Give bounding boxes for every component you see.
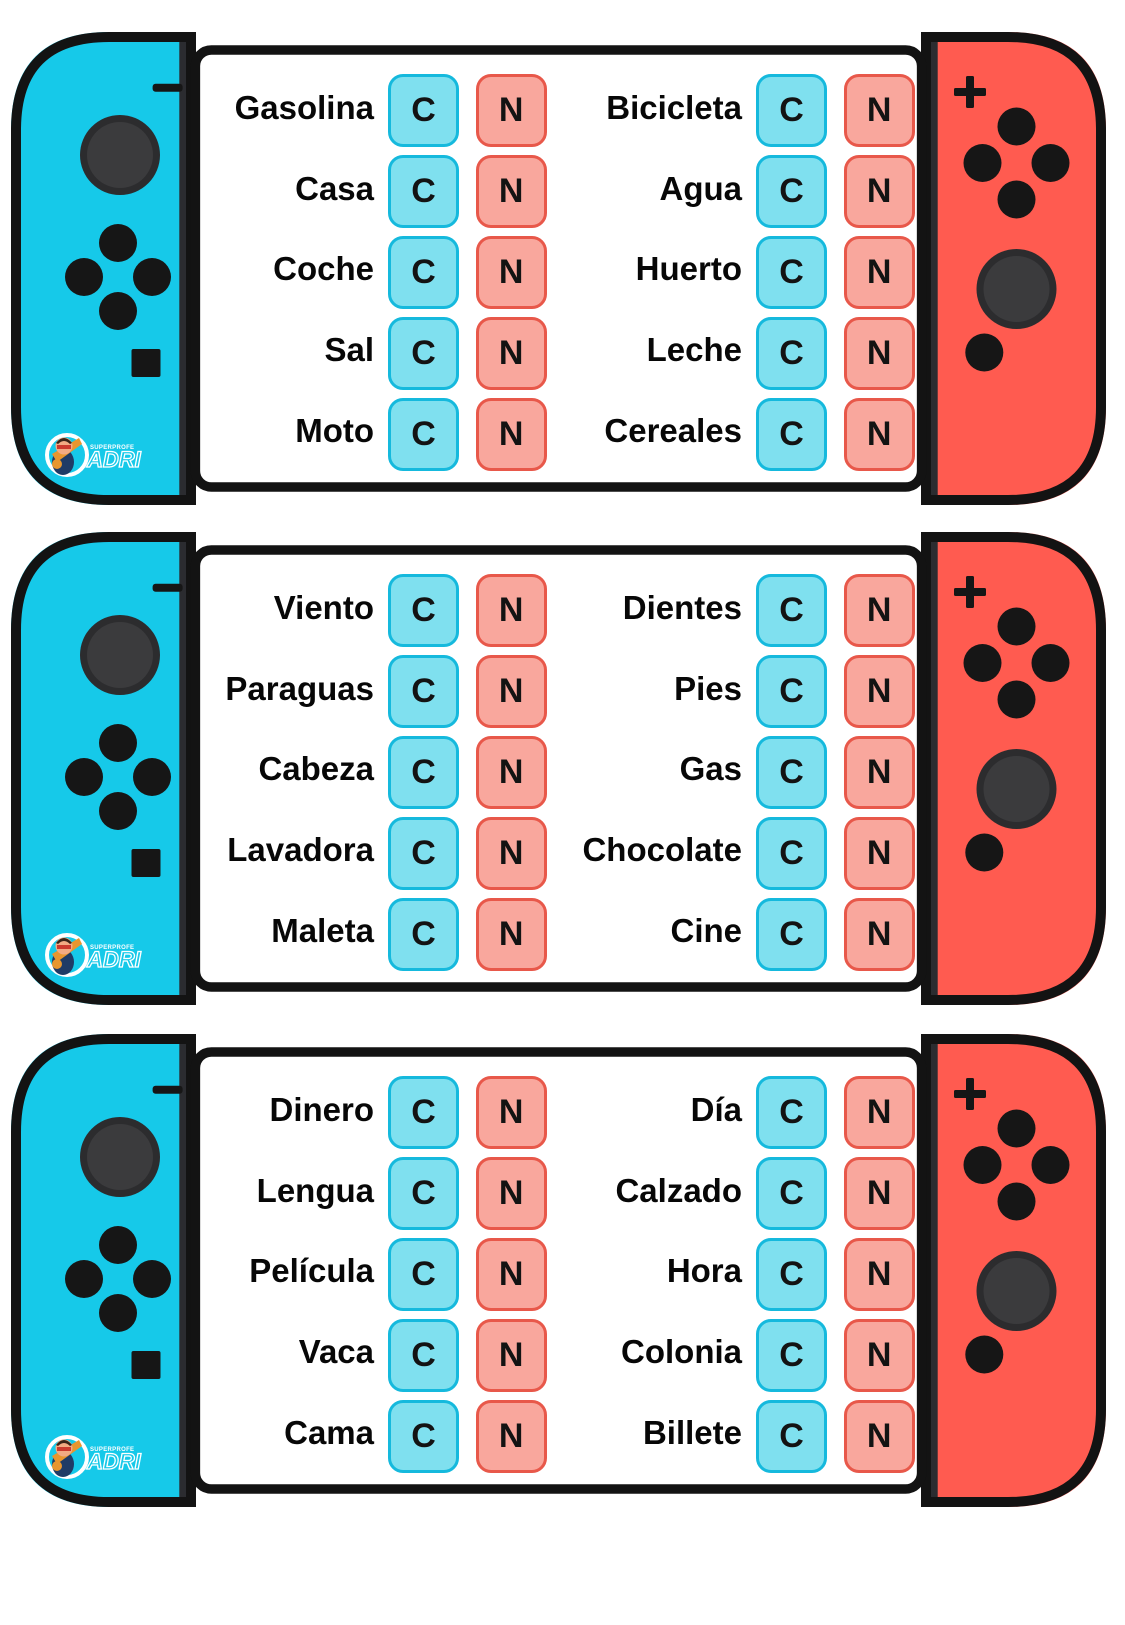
- svg-text:ADRI: ADRI: [86, 947, 142, 972]
- svg-text:ADRI: ADRI: [86, 447, 142, 472]
- svg-text:ADRI: ADRI: [86, 1449, 142, 1474]
